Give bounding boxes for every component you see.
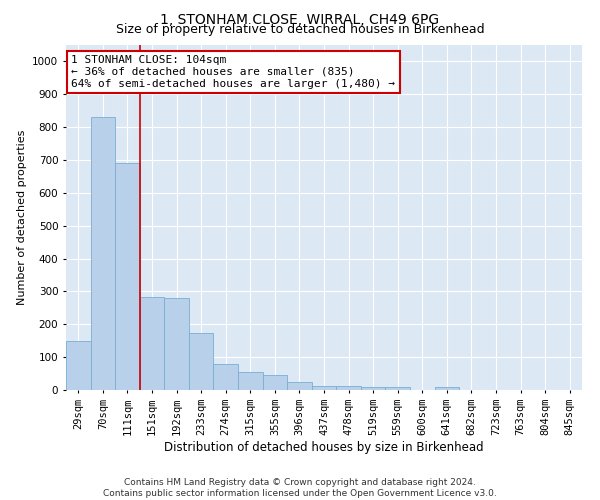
Y-axis label: Number of detached properties: Number of detached properties	[17, 130, 26, 305]
Bar	[140, 297, 164, 390]
Bar	[361, 386, 385, 390]
Bar	[385, 386, 410, 390]
Bar	[91, 118, 115, 390]
Bar	[214, 364, 238, 390]
Bar	[238, 372, 263, 390]
Text: 1, STONHAM CLOSE, WIRRAL, CH49 6PG: 1, STONHAM CLOSE, WIRRAL, CH49 6PG	[160, 12, 440, 26]
Bar	[189, 332, 214, 390]
Bar	[66, 340, 91, 390]
X-axis label: Distribution of detached houses by size in Birkenhead: Distribution of detached houses by size …	[164, 440, 484, 454]
Text: Contains HM Land Registry data © Crown copyright and database right 2024.
Contai: Contains HM Land Registry data © Crown c…	[103, 478, 497, 498]
Bar	[434, 386, 459, 390]
Bar	[336, 386, 361, 390]
Text: 1 STONHAM CLOSE: 104sqm
← 36% of detached houses are smaller (835)
64% of semi-d: 1 STONHAM CLOSE: 104sqm ← 36% of detache…	[71, 56, 395, 88]
Bar	[115, 164, 140, 390]
Bar	[263, 375, 287, 390]
Bar	[287, 382, 312, 390]
Bar	[312, 386, 336, 390]
Text: Size of property relative to detached houses in Birkenhead: Size of property relative to detached ho…	[116, 22, 484, 36]
Bar	[164, 298, 189, 390]
